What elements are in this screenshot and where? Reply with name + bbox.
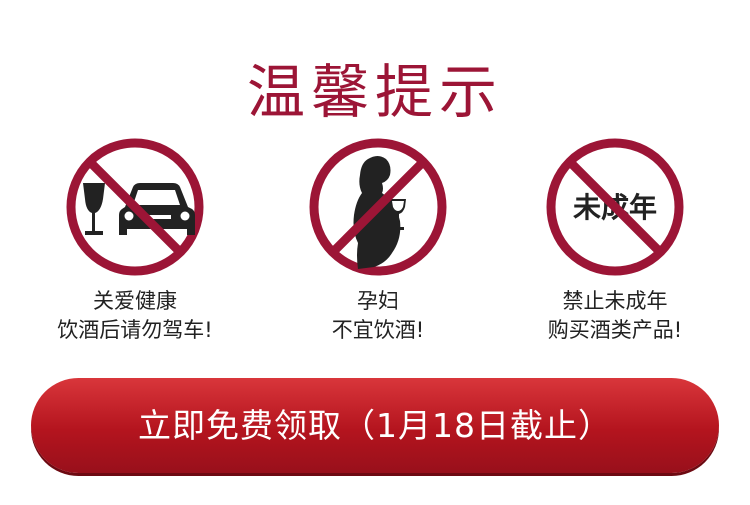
page-title: 温馨提示 — [246, 58, 503, 126]
notice-no-minors: 未成年 禁止未成年 购买酒类产品! — [505, 135, 725, 355]
claim-free-button[interactable]: 立即免费领取（1月18日截止） — [31, 378, 719, 473]
notice-no-drink-driving: 关爱健康 饮酒后请勿驾车! — [25, 135, 245, 355]
notice-line-1: 关爱健康 — [93, 289, 177, 313]
no-minors-icon: 未成年 — [546, 138, 684, 276]
notice-line-2: 购买酒类产品! — [547, 318, 683, 342]
notice-line-2: 不宜饮酒! — [331, 318, 425, 342]
notice-line-2: 饮酒后请勿驾车! — [57, 318, 213, 342]
no-pregnant-drinking-icon — [309, 138, 447, 276]
notice-caption: 孕妇 不宜饮酒! — [268, 287, 488, 345]
notice-pregnant: 孕妇 不宜饮酒! — [268, 135, 488, 355]
notice-line-1: 禁止未成年 — [562, 289, 668, 313]
notice-line-1: 孕妇 — [357, 289, 399, 313]
notice-caption: 禁止未成年 购买酒类产品! — [505, 287, 725, 345]
no-drink-driving-icon — [66, 138, 204, 276]
notice-caption: 关爱健康 饮酒后请勿驾车! — [25, 287, 245, 345]
